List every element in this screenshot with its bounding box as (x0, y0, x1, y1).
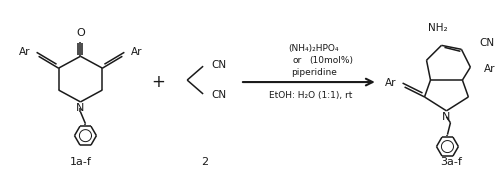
Text: +: + (152, 73, 165, 91)
Text: Ar: Ar (484, 64, 496, 74)
Text: N: N (76, 103, 84, 113)
Text: 1a-f: 1a-f (70, 157, 92, 167)
Text: 3a-f: 3a-f (440, 157, 462, 167)
Text: Ar: Ar (19, 47, 30, 57)
Text: O: O (76, 28, 85, 38)
Text: piperidine: piperidine (291, 68, 337, 77)
Text: Ar: Ar (385, 78, 396, 88)
Text: EtOH: H₂O (1:1), rt: EtOH: H₂O (1:1), rt (269, 91, 352, 100)
Text: (10mol%): (10mol%) (309, 56, 353, 65)
Text: NH₂: NH₂ (428, 23, 448, 33)
Text: CN: CN (211, 60, 226, 70)
Text: N: N (442, 112, 450, 122)
Text: Ar: Ar (130, 47, 142, 57)
Text: (NH₄)₂HPO₄: (NH₄)₂HPO₄ (288, 44, 339, 53)
Text: or: or (292, 56, 302, 65)
Text: CN: CN (480, 38, 494, 48)
Text: CN: CN (211, 90, 226, 100)
Text: 2: 2 (202, 157, 208, 167)
